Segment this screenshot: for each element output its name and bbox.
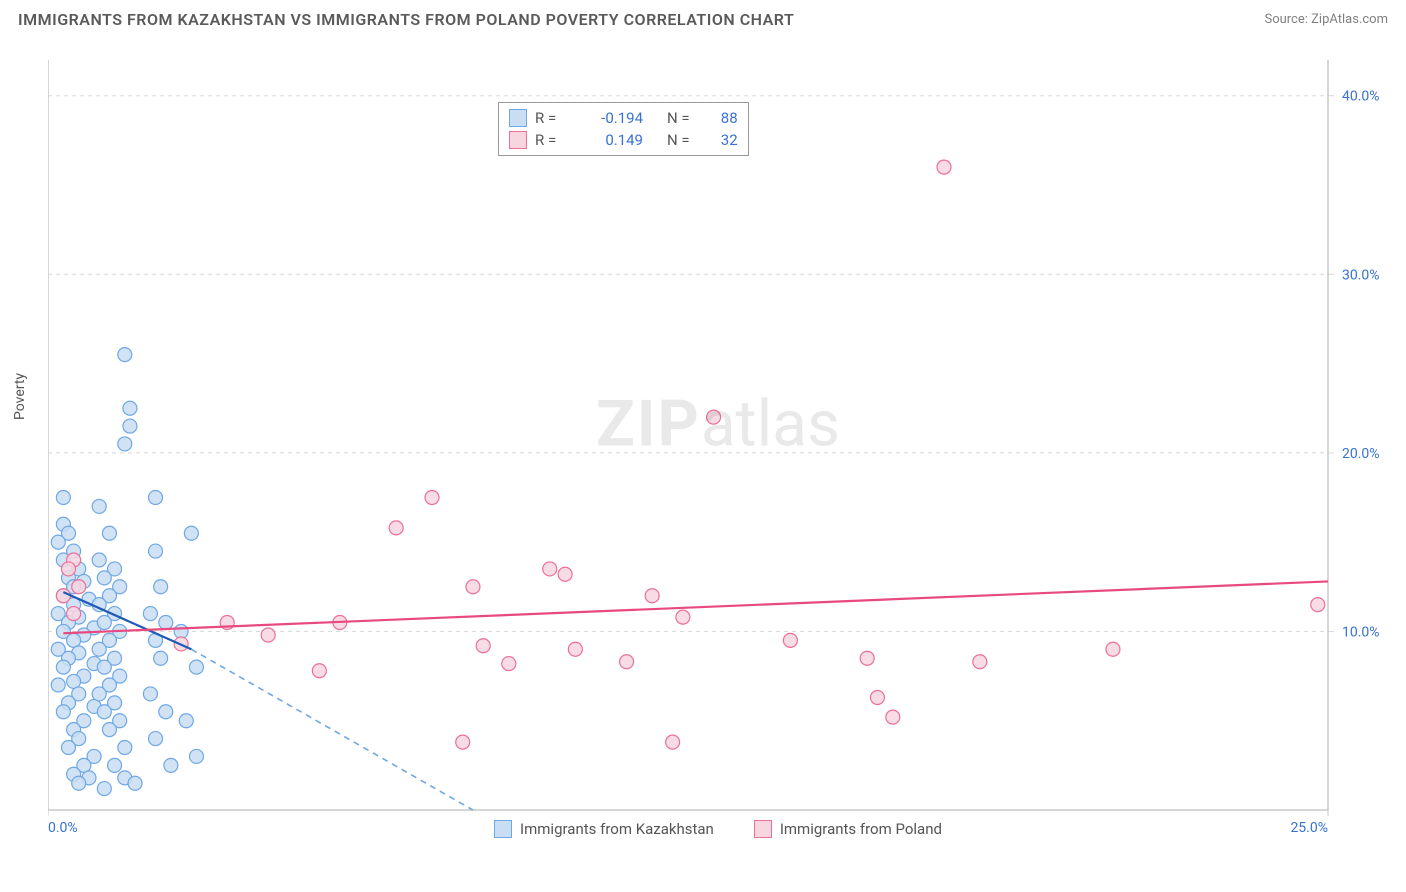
- legend-item-2: Immigrants from Poland: [754, 820, 942, 838]
- chart-header: IMMIGRANTS FROM KAZAKHSTAN VS IMMIGRANTS…: [0, 0, 1406, 35]
- chart-source: Source: ZipAtlas.com: [1264, 12, 1388, 27]
- scatter-chart: 10.0%20.0%30.0%40.0%0.0%25.0%: [48, 40, 1388, 840]
- svg-text:20.0%: 20.0%: [1342, 446, 1380, 462]
- legend-swatch-1: [494, 820, 512, 838]
- correlation-stats-box: R = -0.194 N = 88 R = 0.149 N = 32: [498, 102, 749, 156]
- swatch-series-1: [509, 109, 527, 127]
- svg-text:30.0%: 30.0%: [1342, 267, 1380, 283]
- svg-text:10.0%: 10.0%: [1342, 624, 1380, 640]
- chart-area: 10.0%20.0%30.0%40.0%0.0%25.0% ZIPatlas R…: [48, 40, 1388, 840]
- svg-text:40.0%: 40.0%: [1342, 89, 1380, 105]
- legend: Immigrants from Kazakhstan Immigrants fr…: [48, 820, 1388, 838]
- legend-item-1: Immigrants from Kazakhstan: [494, 820, 714, 838]
- y-axis-label: Poverty: [12, 373, 28, 420]
- swatch-series-2: [509, 131, 527, 149]
- legend-swatch-2: [754, 820, 772, 838]
- stats-row-series-1: R = -0.194 N = 88: [509, 107, 738, 129]
- chart-title: IMMIGRANTS FROM KAZAKHSTAN VS IMMIGRANTS…: [18, 10, 794, 29]
- stats-row-series-2: R = 0.149 N = 32: [509, 129, 738, 151]
